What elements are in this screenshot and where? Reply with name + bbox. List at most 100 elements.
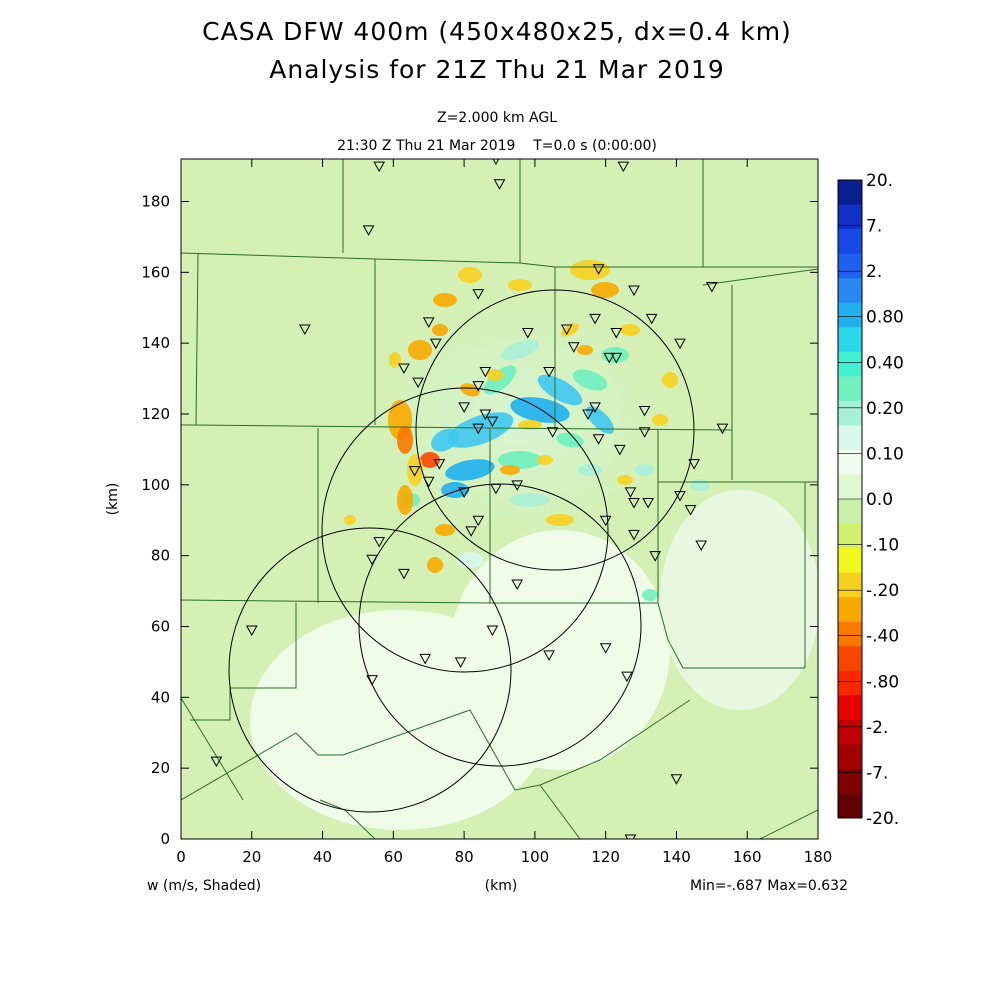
station-marker: [670, 774, 683, 785]
shaded-cell: [546, 514, 574, 526]
station-marker: [628, 529, 640, 541]
radar-range-ring: [228, 527, 512, 813]
station-marker: [674, 490, 686, 502]
shaded-cell: [601, 347, 629, 363]
shaded-cell: [397, 485, 413, 515]
colorbar-label: 0.10: [866, 444, 904, 464]
shaded-cell: [508, 279, 532, 291]
station-marker: [486, 625, 499, 637]
station-marker: [458, 487, 470, 498]
station-marker: [543, 650, 555, 661]
x-tick-label: 160: [733, 848, 762, 866]
colorbar-swatch: [838, 597, 862, 623]
shaded-cell: [344, 515, 356, 525]
colorbar-swatch: [838, 572, 862, 598]
x-tick-label: 40: [313, 848, 332, 866]
station-marker: [511, 480, 524, 491]
station-marker: [245, 625, 258, 637]
colorbar-swatch: [838, 695, 862, 721]
colorbar-swatch: [838, 327, 862, 353]
colorbar-swatch: [838, 425, 862, 451]
station-marker: [408, 466, 421, 477]
colorbar-swatch: [838, 499, 862, 525]
x-tick-label: 100: [521, 848, 550, 866]
colorbar-swatch: [838, 449, 862, 475]
shaded-cell: [500, 465, 520, 475]
station-marker: [398, 568, 410, 580]
shaded-cell: [427, 557, 443, 573]
station-marker: [684, 505, 697, 516]
station-marker: [373, 161, 386, 173]
station-marker: [582, 409, 594, 421]
shaded-cell: [635, 464, 655, 476]
shaded-cell: [432, 324, 448, 336]
station-marker: [479, 409, 492, 421]
station-marker: [366, 675, 378, 686]
shaded-cell: [537, 455, 553, 465]
chart-subtitle-level: Z=2.000 km AGL: [437, 110, 557, 126]
colorbar-label: 20.: [866, 171, 893, 191]
shaded-cell: [458, 267, 482, 283]
station-marker: [592, 434, 605, 445]
shaded-cell: [407, 454, 423, 486]
station-marker: [465, 526, 478, 537]
shaded-cell: [431, 428, 459, 452]
shaded-cell: [420, 452, 440, 468]
colorbar-label: -7.: [866, 763, 888, 783]
colorbar-label: 2.: [866, 262, 882, 282]
radar-range-ring: [415, 289, 695, 571]
chart-title-line-2: Analysis for 21Z Thu 21 Mar 2019: [269, 55, 725, 84]
colorbar-swatch: [838, 253, 862, 279]
county-line: [759, 809, 818, 839]
colorbar-label: -.80: [866, 672, 899, 692]
shaded-cell: [591, 282, 619, 298]
y-axis-label: (km): [105, 483, 121, 516]
colorbar-swatch: [838, 646, 862, 672]
colorbar-label: -.10: [866, 536, 899, 556]
station-marker: [716, 423, 729, 435]
colorbar-swatch: [838, 670, 862, 696]
station-marker: [493, 179, 506, 190]
colorbar-swatch: [838, 180, 862, 206]
shaded-cell: [617, 475, 633, 485]
field-label: w (m/s, Shaded): [147, 878, 261, 894]
colorbar-swatch: [838, 351, 862, 377]
station-marker: [511, 579, 524, 591]
shaded-cell: [501, 339, 539, 361]
station-marker: [419, 653, 432, 665]
station-marker: [543, 367, 555, 378]
station-marker: [398, 363, 410, 374]
colorbar-label: -2.: [866, 718, 888, 738]
station-marker: [610, 352, 623, 364]
station-marker: [628, 498, 640, 509]
station-marker: [688, 459, 700, 470]
shaded-cell: [397, 426, 413, 454]
colorbar-label: 0.0: [866, 490, 893, 510]
station-marker: [472, 289, 485, 300]
station-marker: [695, 540, 708, 552]
station-marker: [624, 834, 637, 839]
y-tick-label: 60: [151, 618, 170, 636]
shaded-cell: [389, 352, 401, 368]
station-marker: [299, 324, 311, 336]
station-marker: [613, 444, 626, 456]
shaded-cell: [586, 406, 614, 434]
y-tick-label: 140: [141, 334, 170, 352]
county-line: [181, 697, 244, 801]
station-marker: [546, 427, 559, 438]
station-marker: [472, 381, 485, 392]
y-tick-label: 20: [151, 759, 170, 777]
station-marker: [599, 515, 612, 527]
colorbar-swatch: [838, 548, 862, 574]
station-marker: [490, 483, 502, 495]
x-axis-ticks: 0 20 40 60 80 100 120 140 160 180: [176, 159, 832, 866]
county-line: [181, 699, 691, 801]
shaded-cell: [578, 464, 602, 476]
y-tick-label: 120: [141, 405, 170, 423]
y-tick-label: 80: [151, 547, 170, 565]
shaded-cell: [408, 340, 432, 360]
station-marker: [429, 338, 442, 350]
station-marker: [621, 671, 633, 683]
station-marker: [589, 313, 601, 325]
station-marker: [472, 515, 485, 527]
